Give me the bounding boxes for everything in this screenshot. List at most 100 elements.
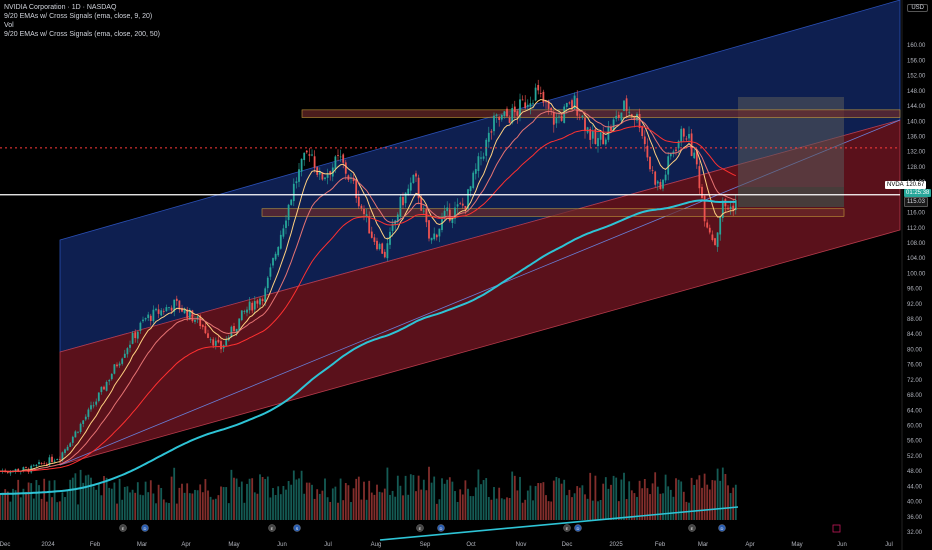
x-tick-label: Jun bbox=[837, 542, 847, 548]
volume-bar bbox=[539, 483, 542, 520]
volume-bar bbox=[331, 488, 334, 520]
candle-body bbox=[87, 409, 90, 417]
candle-body bbox=[552, 111, 555, 125]
volume-bar bbox=[308, 482, 311, 520]
candle-body bbox=[58, 458, 61, 460]
volume-bar bbox=[373, 494, 376, 520]
candle-body bbox=[493, 115, 495, 132]
volume-bar bbox=[77, 504, 79, 520]
y-tick-label: 80.00 bbox=[907, 347, 923, 353]
volume-bar bbox=[396, 475, 399, 520]
volume-bar bbox=[173, 467, 176, 520]
volume-bar bbox=[329, 501, 332, 520]
candle-body bbox=[602, 133, 605, 145]
candle-body bbox=[555, 117, 558, 124]
volume-bar bbox=[45, 501, 48, 520]
candle-body bbox=[136, 331, 139, 339]
candle-body bbox=[651, 169, 654, 171]
candle-body bbox=[329, 171, 332, 175]
volume-bar bbox=[506, 497, 508, 520]
candle-body bbox=[352, 178, 355, 182]
candle-body bbox=[84, 416, 87, 420]
volume-bar bbox=[337, 502, 339, 520]
volume-bar bbox=[90, 477, 92, 520]
candle-body bbox=[610, 126, 612, 132]
volume-bar bbox=[641, 488, 644, 520]
volume-bar bbox=[181, 483, 183, 520]
candle-body bbox=[118, 363, 121, 366]
volume-bar bbox=[662, 493, 664, 520]
x-tick-label: Aug bbox=[371, 542, 382, 548]
candle-body bbox=[407, 188, 410, 195]
last-price-badge: 120.67 bbox=[904, 181, 927, 189]
volume-bar bbox=[147, 492, 150, 520]
candle-body bbox=[500, 114, 503, 120]
volume-bar bbox=[311, 484, 313, 520]
volume-bar bbox=[196, 490, 199, 520]
legend-ema-200-50: 9/20 EMAs w/ Cross Signals (ema, close, … bbox=[4, 31, 161, 38]
candle-body bbox=[659, 182, 662, 189]
candle-body bbox=[175, 298, 178, 301]
event-marker bbox=[718, 524, 726, 532]
volume-bar bbox=[677, 479, 680, 520]
candle-body bbox=[342, 154, 345, 163]
candle-body bbox=[191, 310, 194, 322]
volume-bar bbox=[212, 499, 215, 520]
candle-body bbox=[298, 169, 300, 182]
candle-body bbox=[339, 156, 342, 158]
event-marker-label: D bbox=[577, 526, 580, 531]
volume-bar bbox=[573, 493, 576, 520]
candle-body bbox=[625, 98, 628, 111]
volume-bar bbox=[71, 477, 74, 520]
candle-body bbox=[56, 459, 59, 461]
volume-bar bbox=[38, 485, 40, 520]
volume-bar bbox=[347, 485, 350, 520]
volume-bar bbox=[318, 493, 321, 520]
candle-body bbox=[235, 328, 238, 333]
candle-body bbox=[129, 344, 131, 348]
volume-bar bbox=[448, 477, 451, 520]
candle-body bbox=[680, 128, 683, 143]
volume-bar bbox=[149, 480, 152, 520]
candle-body bbox=[204, 326, 207, 334]
volume-bar bbox=[129, 492, 131, 520]
event-marker bbox=[293, 524, 301, 532]
volume-bar bbox=[370, 492, 373, 520]
x-tick-label: Mar bbox=[137, 542, 147, 548]
volume-bar bbox=[27, 482, 30, 520]
candle-body bbox=[274, 253, 277, 260]
volume-bar bbox=[451, 481, 454, 520]
y-tick-label: 52.00 bbox=[907, 454, 923, 460]
y-tick-label: 152.00 bbox=[907, 74, 926, 80]
volume-bar bbox=[625, 499, 628, 520]
volume-bar bbox=[586, 498, 589, 520]
volume-bar bbox=[139, 494, 142, 520]
currency-label[interactable]: USD bbox=[907, 4, 928, 12]
candle-body bbox=[643, 136, 646, 145]
volume-bar bbox=[394, 496, 397, 520]
candle-body bbox=[168, 307, 170, 308]
volume-bar bbox=[636, 496, 638, 520]
volume-bar bbox=[672, 496, 675, 520]
supply-zone-1 bbox=[261, 208, 845, 217]
candle-body bbox=[516, 111, 519, 116]
candle-body bbox=[308, 154, 311, 156]
legend-ema-9-20: 9/20 EMAs w/ Cross Signals (ema, close, … bbox=[4, 13, 153, 20]
volume-bar bbox=[638, 480, 641, 520]
volume-bar bbox=[207, 490, 209, 520]
volume-bar bbox=[617, 501, 620, 520]
volume-bar bbox=[435, 503, 438, 520]
y-tick-label: 72.00 bbox=[907, 378, 923, 384]
y-tick-label: 44.00 bbox=[907, 484, 923, 490]
volume-bar bbox=[415, 491, 417, 520]
volume-bar bbox=[378, 491, 381, 520]
volume-bar bbox=[701, 487, 703, 520]
candle-body bbox=[628, 111, 631, 113]
candle-body bbox=[40, 463, 43, 464]
candle-body bbox=[482, 156, 485, 159]
candle-body bbox=[558, 116, 560, 118]
candle-body bbox=[77, 431, 79, 433]
candle-body bbox=[402, 197, 404, 206]
volume-bar bbox=[714, 480, 716, 520]
